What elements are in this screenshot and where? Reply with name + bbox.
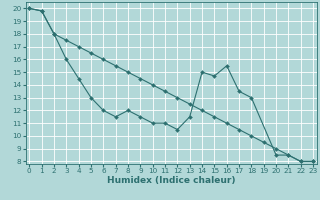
X-axis label: Humidex (Indice chaleur): Humidex (Indice chaleur): [107, 176, 236, 185]
